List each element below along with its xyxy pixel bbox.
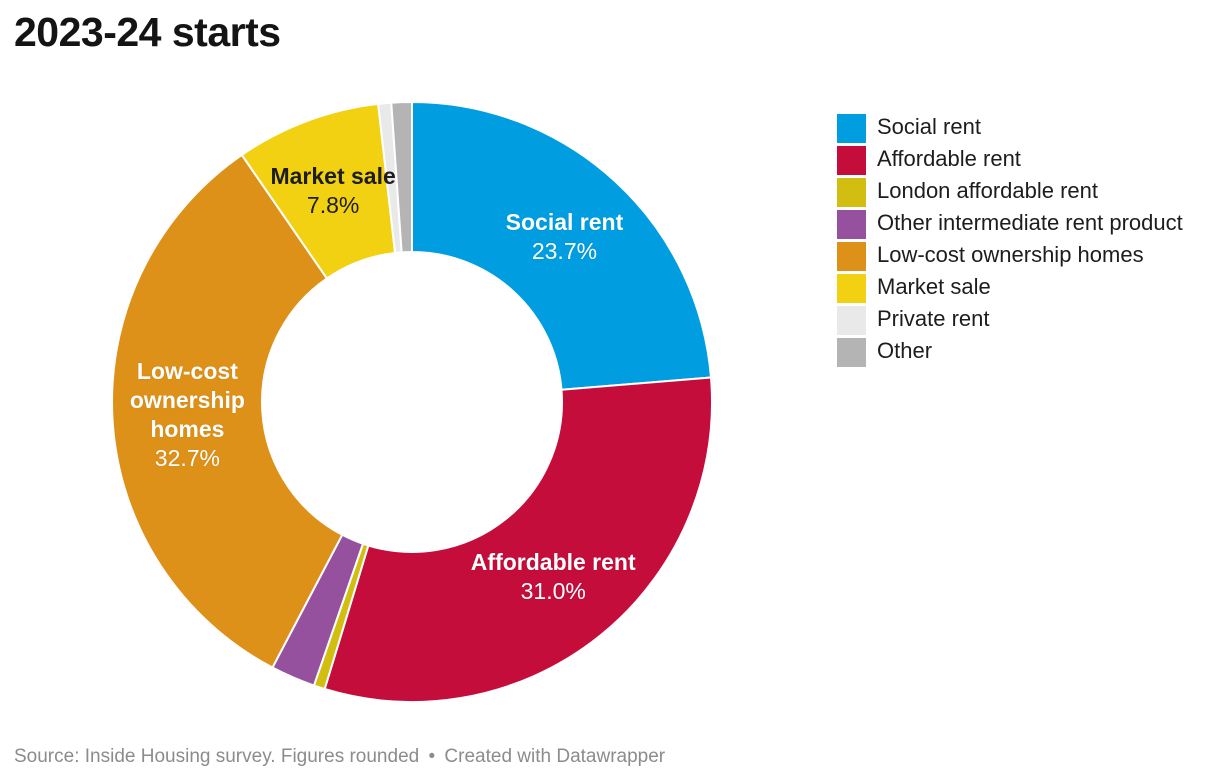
- legend-item-private-rent: Private rent: [837, 304, 1183, 336]
- chart-title: 2023-24 starts: [14, 9, 281, 55]
- legend-label: Social rent: [877, 114, 981, 139]
- legend-swatch-low-cost-ownership-homes: [837, 241, 866, 271]
- legend-label: Affordable rent: [877, 146, 1021, 171]
- pie-slice-affordable-rent[interactable]: [323, 376, 713, 703]
- footer-separator: •: [428, 746, 436, 767]
- legend-swatch-london-affordable-rent: [837, 177, 866, 207]
- legend-swatch-private-rent: [837, 305, 866, 335]
- legend-item-affordable-rent: Affordable rent: [837, 144, 1183, 176]
- legend-item-other-intermediate-rent-product: Other intermediate rent product: [837, 208, 1183, 240]
- pie-slice-other[interactable]: [390, 101, 413, 254]
- legend-swatch-affordable-rent: [837, 145, 866, 175]
- legend-label: Private rent: [877, 306, 990, 331]
- pie-slice-low-cost-ownership-homes[interactable]: [111, 153, 344, 669]
- legend: Social rent Affordable rent London afforda…: [837, 112, 1183, 368]
- legend-label: Market sale: [877, 274, 991, 299]
- legend-item-london-affordable-rent: London affordable rent: [837, 176, 1183, 208]
- footer: Source: Inside Housing survey. Figures r…: [14, 746, 665, 768]
- legend-label: Other: [877, 338, 933, 363]
- legend-label: Low-cost ownership homes: [877, 242, 1144, 267]
- legend-swatch-other-intermediate-rent-product: [837, 209, 866, 239]
- legend-swatch-market-sale: [837, 273, 866, 303]
- donut-chart: Social rent 23.7% Affordable rent 31.0% Low-…: [92, 82, 732, 722]
- legend-item-market-sale: Market sale: [837, 272, 1183, 304]
- source-note: Source: Inside Housing survey. Figures r…: [14, 746, 420, 767]
- pie-slice-social-rent[interactable]: [411, 101, 712, 391]
- donut-svg: [111, 101, 713, 703]
- legend-swatch-social-rent: [837, 113, 866, 143]
- legend-label: London affordable rent: [877, 178, 1098, 203]
- legend-item-low-cost-ownership-homes: Low-cost ownership homes: [837, 240, 1183, 272]
- legend-label: Other intermediate rent product: [877, 210, 1183, 235]
- legend-item-social-rent: Social rent: [837, 112, 1183, 144]
- legend-swatch-other: [837, 337, 866, 367]
- legend-item-other: Other: [837, 336, 1183, 368]
- datawrapper-credit[interactable]: Created with Datawrapper: [444, 746, 666, 767]
